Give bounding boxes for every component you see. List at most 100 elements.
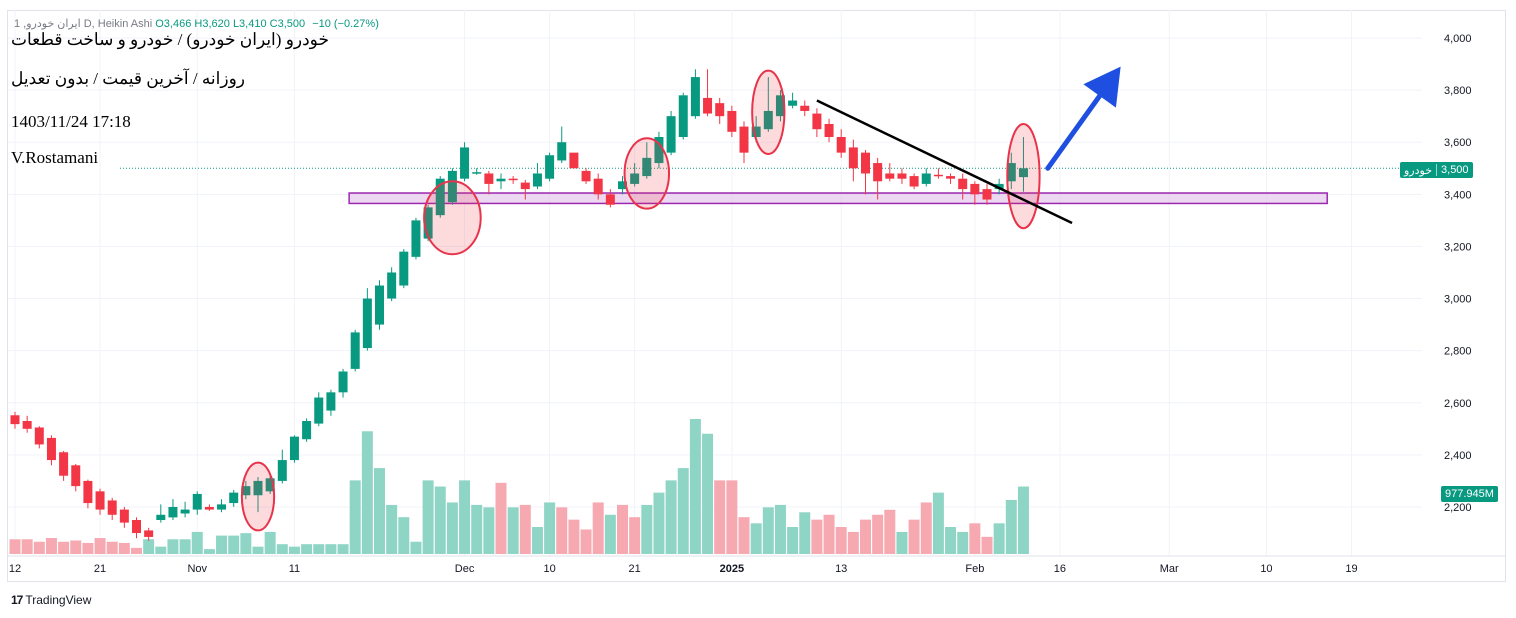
volume-bar (860, 519, 871, 554)
candle-body (496, 178, 506, 182)
candle-body (715, 103, 725, 117)
y-tick-label: 3,400 (1444, 189, 1472, 201)
volume-bar (714, 480, 726, 554)
x-tick-label: 21 (629, 563, 641, 575)
candle-body (217, 504, 227, 510)
candle-body (812, 113, 822, 130)
candle-body (739, 126, 749, 153)
candle-body (654, 137, 664, 164)
y-tick-label: 3,800 (1444, 85, 1472, 97)
candle-body (593, 178, 603, 195)
chart-subtitle: روزانه / آخرین قیمت / بدون تعدیل (11, 69, 246, 88)
volume-bar (568, 519, 580, 554)
volume-bar (167, 539, 179, 554)
candle-body (350, 332, 360, 369)
y-tick-label: 2,200 (1444, 502, 1472, 514)
volume-bar (507, 507, 519, 554)
candle-body (192, 493, 202, 510)
candle-body (678, 95, 688, 138)
x-tick-label: 21 (94, 563, 106, 575)
volume-bar (58, 541, 70, 554)
price-badge-symbol: خودرو (1404, 164, 1433, 177)
volume-bar (957, 531, 969, 554)
volume-bar (641, 504, 653, 554)
candle-body (557, 142, 567, 161)
candle-body (618, 181, 627, 190)
candle-body (788, 100, 798, 106)
candle-body (71, 465, 81, 487)
candle-body (34, 427, 44, 445)
legend-high: H3,620 (194, 18, 230, 30)
candle-body (447, 170, 457, 203)
candle-body (1018, 168, 1028, 178)
volume-bar (131, 547, 142, 554)
y-tick-label: 3,000 (1444, 294, 1472, 306)
volume-bar (519, 504, 531, 554)
volume-bar (580, 529, 592, 554)
x-tick-label: 2025 (720, 563, 744, 575)
candle-body (1006, 163, 1016, 182)
candle-body (22, 420, 32, 429)
volume-bar (932, 492, 944, 554)
candle-body (690, 77, 700, 117)
candle-body (277, 460, 287, 481)
volume-bar (920, 502, 932, 554)
candle-body (326, 392, 336, 411)
candle-body (180, 509, 190, 514)
volume-bar (21, 539, 33, 554)
candle-body (994, 183, 1004, 190)
support-zone (348, 192, 1328, 205)
candle-body (144, 530, 154, 537)
candle-body (508, 178, 518, 181)
candle-body (119, 509, 129, 523)
volume-bar (398, 517, 410, 554)
candle-body (885, 173, 895, 179)
x-tick-label: 19 (1345, 563, 1357, 575)
volume-bar (969, 523, 981, 554)
candle-body (132, 520, 141, 534)
volume-bar (653, 492, 665, 554)
candle-body (399, 251, 409, 286)
volume-bar (629, 517, 641, 554)
symbol-legend: ایران خودرو, 1 D, Heikin Ashi O3,466 H3,… (14, 17, 379, 30)
highlight-ellipse (751, 69, 786, 155)
trendline (816, 99, 1073, 225)
candle-body (375, 285, 384, 325)
volume-bar (993, 523, 1005, 554)
volume-bar (531, 527, 543, 554)
volume-bar (592, 502, 604, 554)
candle-body (861, 152, 870, 174)
x-tick-label: 12 (9, 563, 21, 575)
candle-body (581, 170, 591, 182)
volume-bar (179, 539, 191, 554)
candle-body (95, 491, 105, 510)
candle-body (46, 437, 56, 461)
volume-bar (252, 546, 264, 554)
tradingview-brand[interactable]: 17 TradingView (11, 593, 91, 607)
volume-bar (216, 535, 228, 554)
candle-body (763, 110, 773, 130)
candle-body (970, 183, 980, 195)
volume-bar (155, 546, 167, 554)
tradingview-logo-icon: 17 (11, 593, 23, 607)
x-tick-label: 13 (835, 563, 847, 575)
candle-body (946, 176, 956, 179)
price-badge-separator (1436, 164, 1438, 176)
highlight-ellipse (1006, 122, 1041, 230)
candle-body (411, 220, 421, 257)
candle-body (423, 207, 433, 239)
volume-bar (799, 512, 811, 554)
legend-change: −10 (−0.27%) (312, 18, 379, 30)
candles (10, 69, 1028, 541)
x-tick-label: 11 (289, 563, 300, 575)
volume-bar (240, 533, 252, 554)
x-tick-label: 10 (1260, 563, 1272, 575)
y-tick-label: 2,600 (1444, 398, 1472, 410)
highlight-ellipse (240, 461, 276, 532)
highlight-ellipses (240, 69, 1041, 532)
volume-bar (288, 546, 300, 554)
candle-body (958, 178, 968, 190)
y-tick-label: 2,800 (1444, 346, 1472, 358)
candle-body (387, 272, 397, 299)
